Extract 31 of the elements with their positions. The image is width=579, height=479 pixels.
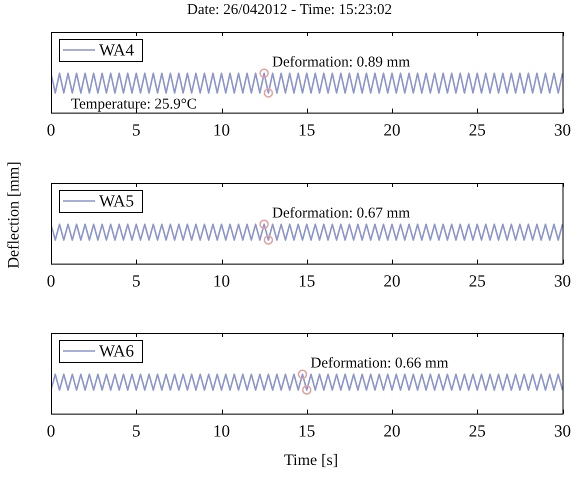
x-tick-label: 0 — [46, 421, 56, 440]
x-tick-label: 0 — [46, 271, 56, 290]
x-tick-label: 15 — [298, 421, 316, 440]
text: Deformation: 0.67 mm — [272, 205, 410, 222]
legend-label: WA5 — [99, 191, 134, 210]
text: Deformation: 0.89 mm — [272, 54, 410, 70]
x-tick-label: 15 — [298, 271, 316, 290]
y-axis-title: Deflection [mm] — [5, 161, 24, 269]
x-tick-label: 20 — [384, 120, 400, 140]
x-tick-label: 30 — [554, 421, 571, 440]
x-axis-title: Time [s] — [282, 452, 340, 470]
x-tick-label: 10 — [213, 421, 230, 440]
text: Deformation: 0.66 mm — [310, 355, 449, 372]
annotation: Temperature: 25.9°C — [71, 96, 197, 113]
x-tick-label: 30 — [554, 120, 571, 140]
x-tick-label: 20 — [384, 421, 400, 440]
x-tick-label: 20 — [384, 271, 400, 290]
x-tick-label: 10 — [213, 271, 230, 290]
x-tick-label: 25 — [468, 271, 486, 290]
x-tick-label: 5 — [132, 271, 140, 290]
x-tick-label: 5 — [132, 120, 140, 140]
x-tick-label: 25 — [468, 120, 486, 140]
x-tick-label: 25 — [468, 421, 486, 440]
chart-title: Date: 26/042012 - Time: 15:23:02 — [186, 2, 393, 19]
x-tick-label: 0 — [46, 120, 56, 140]
legend-label: WA4 — [99, 40, 134, 60]
x-tick-label: 30 — [554, 271, 571, 290]
legend-label: WA6 — [99, 341, 134, 360]
x-tick-label: 15 — [298, 120, 316, 140]
x-tick-label: 10 — [213, 120, 230, 140]
x-tick-label: 5 — [132, 421, 140, 440]
